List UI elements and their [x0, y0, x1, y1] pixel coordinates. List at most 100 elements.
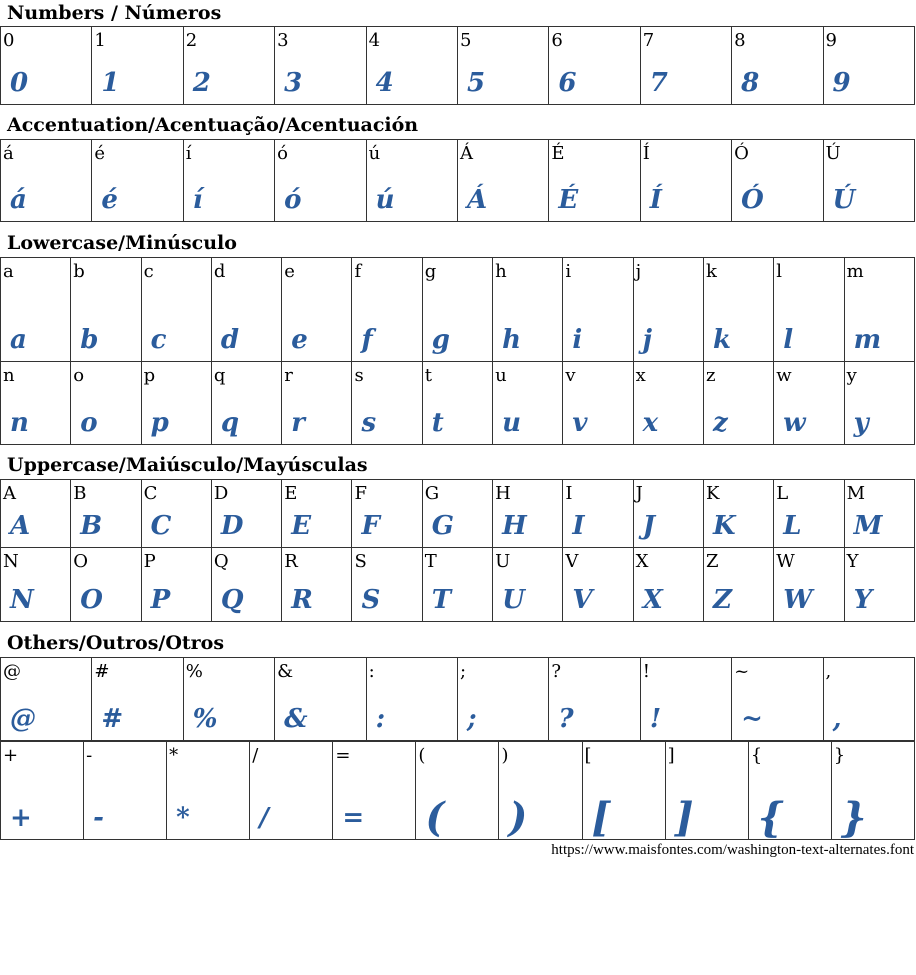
font-glyph-sample: k: [712, 325, 731, 355]
character-label: Z: [705, 551, 719, 572]
font-glyph-sample: É: [558, 185, 579, 215]
font-glyph-sample: ): [508, 794, 528, 840]
character-label: !: [642, 661, 650, 682]
font-glyph-sample: E: [291, 511, 312, 541]
font-glyph-sample: +: [10, 803, 32, 833]
glyph-row: + + - - * * / / = =(())[[]]{{}}: [0, 741, 916, 840]
character-label: í: [185, 143, 192, 164]
character-label: v: [565, 365, 576, 386]
character-label: U: [495, 551, 511, 572]
character-label: x: [635, 365, 646, 386]
character-label: =: [335, 745, 351, 766]
section-title: Numbers / Números: [7, 2, 222, 24]
character-label: +: [3, 745, 19, 766]
character-label: K: [705, 483, 720, 504]
font-glyph-sample: í: [192, 185, 203, 215]
character-label: B: [73, 483, 87, 504]
glyph-cell: = =: [332, 741, 417, 840]
character-label: i: [565, 261, 572, 282]
font-glyph-sample: :: [375, 704, 386, 734]
character-label: R: [284, 551, 298, 572]
font-glyph-sample: f: [361, 325, 373, 355]
character-label: }: [833, 745, 846, 766]
font-glyph-sample: w: [783, 408, 806, 438]
character-label: ?: [551, 661, 561, 682]
glyph-cell: %%: [182, 657, 276, 741]
glyph-cell: # #: [91, 657, 184, 741]
character-label: M: [846, 483, 865, 504]
section-title: Lowercase/Minúsculo: [7, 232, 237, 254]
font-glyph-sample: c: [150, 325, 167, 355]
character-label: N: [3, 551, 19, 572]
font-glyph-sample: W: [783, 585, 813, 615]
glyph-row: @ @ # #%% & &::;;??!! ~ ~,,: [0, 657, 916, 741]
glyph-cell: + +: [0, 741, 85, 840]
character-label: o: [73, 365, 85, 386]
character-label: w: [776, 365, 792, 386]
character-label: ;: [459, 661, 467, 682]
font-glyph-sample: Y: [853, 585, 873, 615]
source-url[interactable]: https://www.maisfontes.com/washington-te…: [551, 842, 914, 858]
character-label: I: [565, 483, 573, 504]
font-glyph-sample: J: [642, 511, 655, 541]
font-glyph-sample: O: [80, 585, 103, 615]
character-label: E: [284, 483, 298, 504]
character-label: G: [424, 483, 440, 504]
character-label: P: [143, 551, 156, 572]
character-label: C: [143, 483, 158, 504]
font-glyph-sample: /: [259, 803, 269, 833]
glyph-cell: --: [83, 741, 168, 840]
character-label: a: [3, 261, 14, 282]
glyph-cell: * *: [166, 741, 251, 840]
font-glyph-sample: -: [93, 803, 104, 833]
glyph-table: + + - - * * / / = =(())[[]]{{}}: [0, 741, 916, 840]
font-glyph-sample: 4: [375, 68, 394, 98]
character-label: 4: [368, 30, 381, 51]
glyph-cell: / /: [249, 741, 334, 840]
character-label: -: [86, 745, 93, 766]
character-label: n: [3, 365, 15, 386]
glyph-cell: ~ ~: [731, 657, 824, 741]
font-glyph-sample: d: [220, 325, 240, 355]
section-title: Accentuation/Acentuação/Acentuación: [7, 114, 419, 136]
character-label: 9: [825, 30, 837, 51]
character-label: A: [3, 483, 16, 504]
character-label: j: [635, 261, 642, 282]
character-label: á: [3, 143, 14, 164]
character-label: ): [501, 745, 509, 766]
font-glyph-sample: ]: [674, 794, 694, 840]
font-glyph-sample: 1: [101, 68, 120, 98]
font-glyph-sample: p: [150, 408, 169, 438]
glyph-cell: @ @: [0, 657, 93, 741]
character-label: ó: [277, 143, 289, 164]
